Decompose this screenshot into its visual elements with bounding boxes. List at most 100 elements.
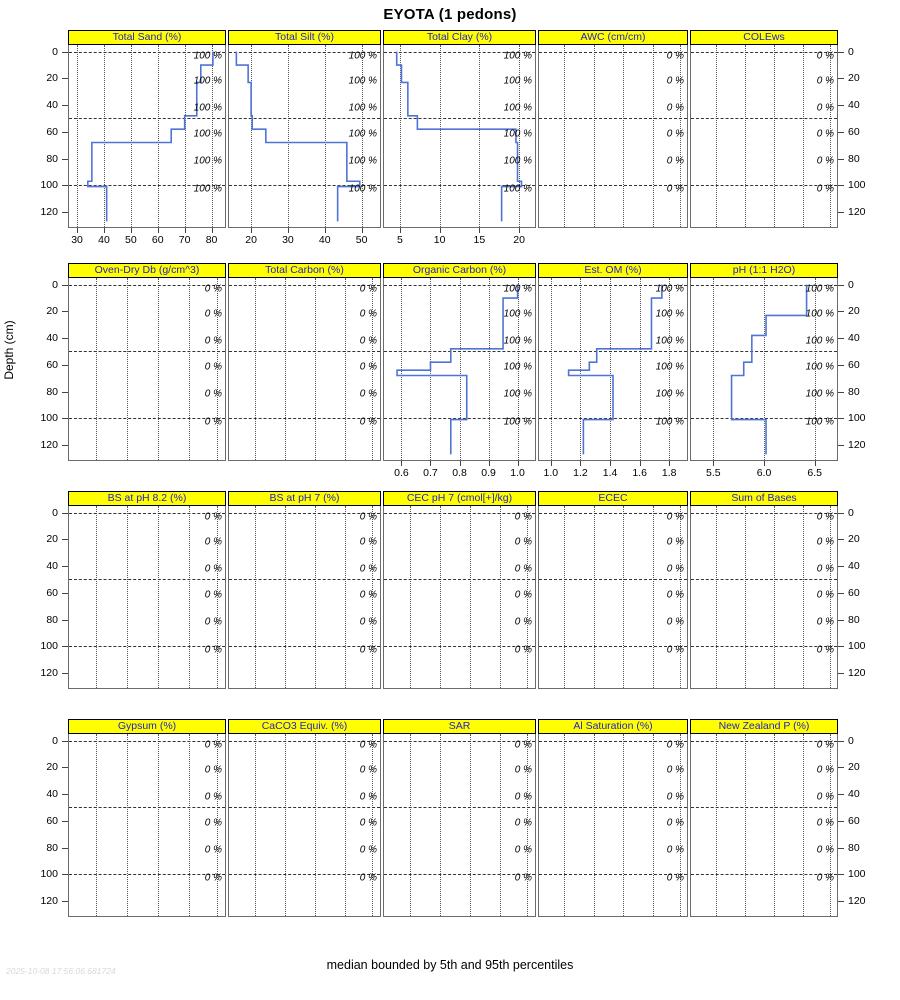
percent-annotation: 100 %	[805, 283, 834, 295]
gridline-horizontal	[539, 579, 687, 581]
gridline-horizontal	[691, 418, 837, 420]
depth-tick-left	[62, 105, 68, 107]
gridline-horizontal	[229, 418, 380, 420]
plot-area-colews: 0 % 0 % 0 % 0 % 0 % 0 %	[690, 45, 838, 228]
footer-caption: median bounded by 5th and 95th percentil…	[326, 958, 574, 972]
depth-tick-right	[838, 51, 844, 53]
depth-tick-right	[838, 78, 844, 80]
depth-axis-label-left: 40	[46, 788, 58, 801]
gridline-horizontal	[69, 740, 225, 742]
percent-annotation: 0 %	[666, 791, 684, 803]
panel-header-organic-carbon: Organic Carbon (%)	[383, 263, 536, 278]
percent-annotation: 0 %	[666, 616, 684, 628]
x-tick-mark	[401, 461, 403, 466]
gridline-horizontal	[691, 646, 837, 648]
depth-tick-right	[838, 900, 844, 902]
depth-axis-label-left: 0	[52, 45, 58, 58]
percent-annotation: 100 %	[503, 361, 532, 373]
percent-annotation: 0 %	[204, 616, 222, 628]
panel-bs-ph-8-2: BS at pH 8.2 (%) 0 % 0 % 0 % 0 % 0 % 0 %	[68, 491, 226, 689]
percent-annotation: 0 %	[359, 361, 377, 373]
x-tick-label: 10	[433, 234, 446, 246]
panel-header-total-silt: Total Silt (%)	[228, 30, 381, 45]
depth-tick-right	[838, 131, 844, 133]
gridline-vertical	[254, 506, 256, 688]
percent-annotation: 0 %	[359, 283, 377, 295]
percent-annotation: 100 %	[503, 102, 532, 114]
percent-annotation: 0 %	[816, 616, 834, 628]
depth-tick-right	[838, 185, 844, 187]
gridline-vertical	[401, 278, 403, 460]
percent-annotation: 100 %	[193, 155, 222, 167]
depth-axis-label-right: 100	[848, 179, 866, 192]
panel-header-total-sand: Total Sand (%)	[68, 30, 226, 45]
gridline-horizontal	[384, 512, 535, 514]
depth-tick-right	[838, 512, 844, 514]
x-tick-label: 15	[473, 234, 486, 246]
percent-annotation: 0 %	[204, 872, 222, 884]
x-tick-label: 1.0	[543, 467, 559, 479]
depth-tick-left	[62, 566, 68, 568]
gridline-vertical	[652, 506, 654, 688]
gridline-vertical	[593, 506, 595, 688]
percent-annotation: 100 %	[348, 155, 377, 167]
x-tick-mark	[550, 461, 552, 466]
panel-header-new-zealand-p: New Zealand P (%)	[690, 719, 838, 734]
depth-axis-label-left: 80	[46, 385, 58, 398]
depth-tick-left	[62, 131, 68, 133]
gridline-horizontal	[539, 646, 687, 648]
percent-annotation: 0 %	[816, 511, 834, 523]
depth-tick-right	[838, 418, 844, 420]
series-line-total-clay	[395, 51, 523, 222]
depth-tick-right	[838, 592, 844, 594]
plot-area-new-zealand-p: 0 % 0 % 0 % 0 % 0 % 0 %	[690, 734, 838, 917]
gridline-vertical	[372, 506, 374, 688]
gridline-horizontal	[691, 351, 837, 353]
panel-cec-ph-7: CEC pH 7 (cmol[+]/kg) 0 % 0 % 0 % 0 % 0 % 0 %	[383, 491, 536, 689]
percent-annotation: 100 %	[193, 102, 222, 114]
x-tick-mark	[439, 228, 441, 233]
panel-total-silt: Total Silt (%) 100 % 100 % 100 % 100 % 100 % 1…	[228, 30, 381, 228]
plot-area-oven-dry-db: 0 % 0 % 0 % 0 % 0 % 0 %	[68, 278, 226, 461]
gridline-horizontal	[69, 284, 225, 286]
panel-new-zealand-p: New Zealand P (%) 0 % 0 % 0 % 0 % 0 % 0 %	[690, 719, 838, 917]
depth-axis-label-left: 120	[40, 205, 58, 218]
percent-annotation: 100 %	[655, 388, 684, 400]
depth-axis-label-right: 40	[848, 332, 860, 345]
gridline-horizontal	[539, 118, 687, 120]
gridline-vertical	[324, 45, 326, 227]
gridline-vertical	[409, 734, 411, 916]
depth-axis-label-right: 60	[848, 125, 860, 138]
plot-area-total-silt: 100 % 100 % 100 % 100 % 100 % 100 %	[228, 45, 381, 228]
depth-axis-label-right: 60	[848, 814, 860, 827]
depth-axis-label-right: 20	[848, 761, 860, 774]
gridline-vertical	[217, 278, 219, 460]
depth-tick-left	[62, 185, 68, 187]
x-tick-mark	[324, 228, 326, 233]
gridline-vertical	[774, 734, 776, 916]
percent-annotation: 0 %	[666, 844, 684, 856]
x-tick-label: 0.6	[394, 467, 409, 479]
gridline-vertical	[126, 278, 128, 460]
x-tick-mark	[580, 461, 582, 466]
percent-annotation: 0 %	[359, 616, 377, 628]
percent-annotation: 0 %	[666, 764, 684, 776]
panel-caco3-equiv: CaCO3 Equiv. (%) 0 % 0 % 0 % 0 % 0 % 0 %	[228, 719, 381, 917]
percent-annotation: 100 %	[805, 388, 834, 400]
depth-tick-left	[62, 158, 68, 160]
gridline-horizontal	[229, 351, 380, 353]
panel-header-sum-of-bases: Sum of Bases	[690, 491, 838, 506]
depth-axis-label-right: 60	[848, 586, 860, 599]
gridline-vertical	[764, 278, 765, 460]
panel-ecec: ECEC 0 % 0 % 0 % 0 % 0 % 0 %	[538, 491, 688, 689]
depth-axis-label-right: 120	[848, 438, 866, 451]
panel-header-est-om: Est. OM (%)	[538, 263, 688, 278]
gridline-horizontal	[229, 740, 380, 742]
panel-header-al-saturation: Al Saturation (%)	[538, 719, 688, 734]
depth-axis-label-right: 80	[848, 385, 860, 398]
gridline-vertical	[774, 45, 776, 227]
depth-tick-right	[838, 211, 844, 213]
depth-tick-right	[838, 158, 844, 160]
gridline-vertical	[639, 278, 641, 460]
gridline-horizontal	[229, 185, 380, 187]
